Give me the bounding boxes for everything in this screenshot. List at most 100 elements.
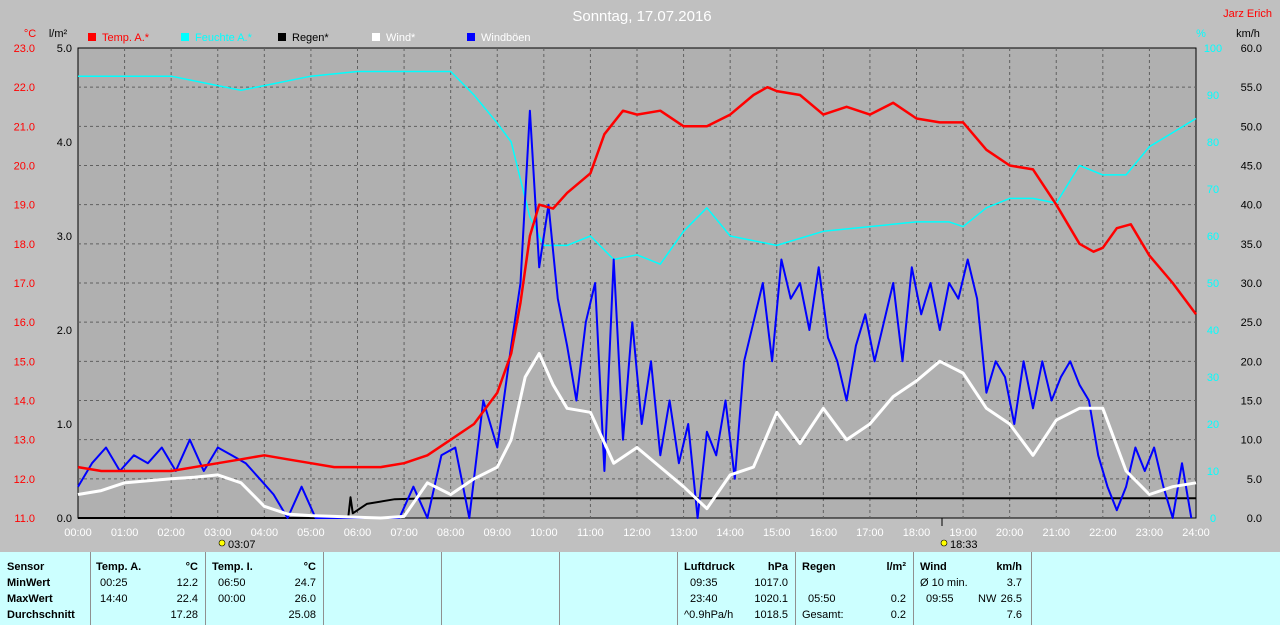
temp-tick-label: 12.0 <box>14 474 35 486</box>
wind-tick-label: 40.0 <box>1241 200 1262 212</box>
pressure-max-val: 1020.1 <box>754 593 788 605</box>
x-tick-label: 07:00 <box>390 527 418 539</box>
divider <box>323 552 324 625</box>
pressure-min-val: 1017.0 <box>754 577 788 589</box>
temp-a-unit: °C <box>185 561 198 573</box>
temp-i-max-val: 26.0 <box>294 593 316 605</box>
divider <box>441 552 442 625</box>
rain-tick-label: 3.0 <box>57 231 72 243</box>
pressure-avg: 1018.5 <box>754 609 788 621</box>
pressure-min-time: 09:35 <box>690 577 718 589</box>
x-tick-label: 12:00 <box>623 527 651 539</box>
rain-axis-unit: l/m² <box>49 28 68 40</box>
sunrise-icon <box>218 539 226 547</box>
humidity-tick-label: 80 <box>1207 137 1219 149</box>
wind-gust-time: 09:55 <box>926 593 954 605</box>
legend-swatch-rain <box>278 33 286 41</box>
x-tick-label: 16:00 <box>810 527 838 539</box>
wind-tick-label: 25.0 <box>1241 317 1262 329</box>
divider <box>913 552 914 625</box>
legend-label-gusts: Windböen <box>481 32 531 44</box>
x-tick-label: 19:00 <box>949 527 977 539</box>
humidity-tick-label: 70 <box>1207 184 1219 196</box>
humidity-tick-label: 40 <box>1207 325 1219 337</box>
rain-unit: l/m² <box>886 561 906 573</box>
x-tick-label: 23:00 <box>1136 527 1164 539</box>
temp-a-min-val: 12.2 <box>176 577 198 589</box>
series-line-temp <box>77 85 1198 473</box>
x-tick-label: 14:00 <box>716 527 744 539</box>
sunrise-time: 03:07 <box>228 539 256 551</box>
temp-a-avg: 17.28 <box>170 609 198 621</box>
legend-item-gusts: Windböen <box>467 32 531 44</box>
x-tick-label: 17:00 <box>856 527 884 539</box>
divider <box>1031 552 1032 625</box>
pressure-trend: ^0.9hPa/h <box>684 609 734 621</box>
legend-label-wind: Wind* <box>386 32 416 44</box>
series-line-humidity <box>78 70 1197 265</box>
legend-swatch-wind <box>372 33 380 41</box>
stats-panel: Sensor MinWert MaxWert Durchschnitt Temp… <box>0 552 1280 625</box>
wind-gust-val: 26.5 <box>1000 593 1022 605</box>
sunset-marker: 18:33 <box>940 518 978 551</box>
wind-tick-label: 30.0 <box>1241 278 1262 290</box>
rain-total: 0.2 <box>890 609 906 621</box>
humidity-tick-label: 10 <box>1207 466 1219 478</box>
rain-total-label: Gesamt: <box>802 609 844 621</box>
pressure-head: Luftdruck <box>684 561 735 573</box>
legend-swatch-temp <box>88 33 96 41</box>
pressure-unit: hPa <box>767 561 788 573</box>
humidity-tick-label: 100 <box>1204 43 1222 55</box>
wind-tick-label: 20.0 <box>1241 356 1262 368</box>
wind-avg10-label: Ø 10 min. <box>920 577 968 589</box>
rain-tick-label: 1.0 <box>57 419 72 431</box>
series-group <box>77 70 1198 520</box>
temp-tick-label: 19.0 <box>14 200 35 212</box>
weather-chart: 00:00 01:00 02:00 03:00 04:00 05:00 06:00 07:00… <box>13 8 1272 551</box>
rain-max-time: 05:50 <box>808 593 836 605</box>
x-tick-label: 15:00 <box>763 527 791 539</box>
wind-tick-label: 10.0 <box>1241 435 1262 447</box>
humidity-tick-label: 20 <box>1207 419 1219 431</box>
wind-avg: 7.6 <box>1006 609 1022 621</box>
x-tick-label: 06:00 <box>344 527 372 539</box>
temp-tick-label: 13.0 <box>14 435 35 447</box>
temp-tick-label: 21.0 <box>14 121 35 133</box>
sunrise-marker: 03:07 <box>218 539 256 551</box>
temp-tick-label: 11.0 <box>14 513 35 525</box>
temp-tick-label: 22.0 <box>14 82 35 94</box>
temp-a-head: Temp. A. <box>96 561 142 573</box>
series-line-gusts <box>77 109 1193 519</box>
rain-max-val: 0.2 <box>890 593 906 605</box>
temp-i-avg: 25.08 <box>288 609 316 621</box>
row-label-avg: Durchschnitt <box>7 609 75 621</box>
series-line-rain <box>78 496 1196 519</box>
temp-i-max-time: 00:00 <box>218 593 246 605</box>
wind-axis-unit: km/h <box>1236 28 1260 40</box>
sunset-icon <box>940 539 948 547</box>
rain-tick-label: 4.0 <box>57 137 72 149</box>
divider <box>795 552 796 625</box>
legend-item-humidity: Feuchte A.* <box>181 32 253 44</box>
wind-tick-label: 35.0 <box>1241 239 1262 251</box>
axes: 00:00 01:00 02:00 03:00 04:00 05:00 06:00 07:00… <box>14 43 1262 539</box>
rain-tick-label: 2.0 <box>57 325 72 337</box>
temp-tick-label: 23.0 <box>14 43 35 55</box>
temp-a-max-val: 22.4 <box>176 593 198 605</box>
temp-i-head: Temp. I. <box>212 561 253 573</box>
legend-label-humidity: Feuchte A.* <box>195 32 253 44</box>
wind-tick-label: 5.0 <box>1247 474 1262 486</box>
x-tick-label: 01:00 <box>111 527 139 539</box>
humidity-tick-label: 90 <box>1207 90 1219 102</box>
temp-tick-label: 15.0 <box>14 356 35 368</box>
wind-tick-label: 60.0 <box>1241 43 1262 55</box>
temp-i-unit: °C <box>303 561 316 573</box>
divider <box>205 552 206 625</box>
legend-item-temp: Temp. A.* <box>88 32 150 44</box>
x-tick-label: 04:00 <box>251 527 279 539</box>
divider <box>559 552 560 625</box>
temp-a-min-time: 00:25 <box>100 577 128 589</box>
author-label: Jarz Erich <box>1223 8 1272 20</box>
temp-a-max-time: 14:40 <box>100 593 128 605</box>
legend-item-wind: Wind* <box>372 32 416 44</box>
